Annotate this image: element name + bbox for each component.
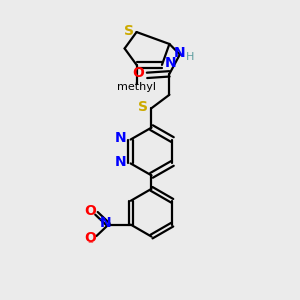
Text: S: S <box>124 24 134 38</box>
Text: O: O <box>132 66 144 80</box>
Text: methyl: methyl <box>117 82 156 92</box>
Text: N: N <box>174 46 186 60</box>
Text: H: H <box>186 52 194 62</box>
Text: O: O <box>85 231 96 245</box>
Text: N: N <box>115 131 127 145</box>
Text: O: O <box>85 204 96 218</box>
Text: S: S <box>137 100 148 114</box>
Text: N: N <box>100 216 111 230</box>
Text: N: N <box>164 56 176 70</box>
Text: N: N <box>115 155 127 169</box>
Text: ⁻: ⁻ <box>88 240 93 250</box>
Text: +: + <box>97 215 105 225</box>
